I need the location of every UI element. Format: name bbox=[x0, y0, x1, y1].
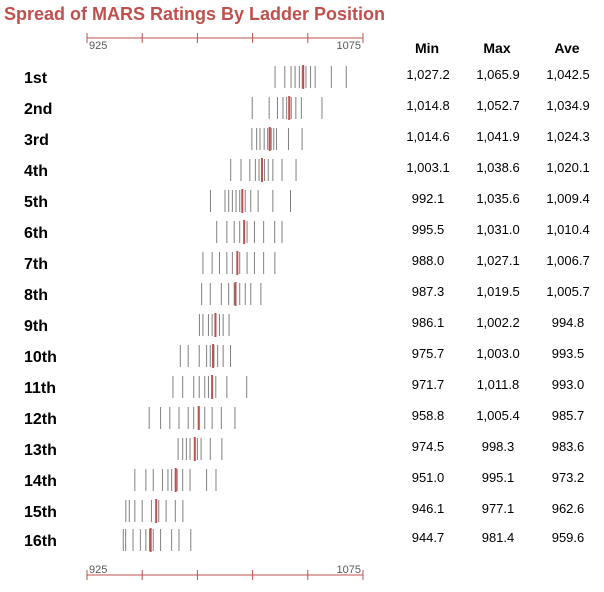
cell-ave: 1,034.9 bbox=[546, 98, 590, 113]
header-ave: Ave bbox=[554, 40, 580, 56]
cell-max: 1,027.1 bbox=[476, 253, 520, 268]
cell-max: 1,065.9 bbox=[476, 67, 520, 82]
cell-ave: 1,020.1 bbox=[546, 160, 590, 175]
rank-label: 5th bbox=[24, 194, 48, 211]
rank-label: 1st bbox=[24, 70, 48, 87]
cell-min: 958.8 bbox=[411, 408, 445, 423]
cell-min: 986.1 bbox=[411, 315, 445, 330]
cell-min: 988.0 bbox=[411, 253, 445, 268]
cell-min: 987.3 bbox=[411, 284, 445, 299]
cell-max: 1,041.9 bbox=[476, 129, 520, 144]
cell-max: 995.1 bbox=[481, 470, 515, 485]
rank-label: 3rd bbox=[24, 132, 49, 149]
rank-labels: 1st 2nd 3rd 4th 5th 6th 7th 8th 9th 10th 11th 12th 1… bbox=[24, 70, 57, 550]
cell-ave: 1,010.4 bbox=[546, 222, 590, 237]
strip-chart: 925 1075 925 1075 1st 2nd 3rd 4th 5th 6th 7th 8th 9… bbox=[24, 33, 364, 580]
cell-max: 1,031.0 bbox=[476, 222, 520, 237]
rank-label: 11th bbox=[24, 380, 56, 397]
cell-min: 1,003.1 bbox=[406, 160, 450, 175]
x-tick-label-max-bottom: 1075 bbox=[337, 564, 361, 576]
cell-ave: 985.7 bbox=[551, 408, 585, 423]
rank-label: 7th bbox=[24, 256, 48, 273]
cell-min: 946.1 bbox=[411, 501, 445, 516]
rank-label: 15th bbox=[24, 504, 57, 521]
cell-ave: 993.0 bbox=[551, 377, 585, 392]
cell-min: 1,014.8 bbox=[406, 98, 450, 113]
cell-min: 975.7 bbox=[411, 346, 445, 361]
axes: 925 1075 925 1075 bbox=[86, 33, 364, 580]
cell-min: 971.7 bbox=[411, 377, 445, 392]
rank-label: 13th bbox=[24, 442, 57, 459]
cell-max: 981.4 bbox=[481, 530, 515, 545]
rank-label: 8th bbox=[24, 287, 48, 304]
cell-min: 974.5 bbox=[411, 439, 445, 454]
cell-ave: 1,009.4 bbox=[546, 191, 590, 206]
cell-max: 998.3 bbox=[481, 439, 515, 454]
header-min: Min bbox=[414, 40, 440, 56]
cell-max: 1,019.5 bbox=[476, 284, 520, 299]
cell-max: 1,003.0 bbox=[476, 346, 520, 361]
cell-ave: 993.5 bbox=[551, 346, 585, 361]
cell-ave: 1,024.3 bbox=[546, 129, 590, 144]
cell-max: 1,038.6 bbox=[476, 160, 520, 175]
cell-min: 1,027.2 bbox=[406, 67, 450, 82]
cell-ave: 962.6 bbox=[551, 501, 585, 516]
cell-max: 1,052.7 bbox=[476, 98, 520, 113]
cell-min: 995.5 bbox=[411, 222, 445, 237]
x-tick-label-min-bottom: 925 bbox=[89, 564, 107, 576]
cell-ave: 1,006.7 bbox=[546, 253, 590, 268]
rank-label: 9th bbox=[24, 318, 48, 335]
cell-ave: 983.6 bbox=[551, 439, 585, 454]
cell-min: 1,014.6 bbox=[406, 129, 450, 144]
rank-label: 14th bbox=[24, 473, 57, 490]
rank-label: 6th bbox=[24, 225, 48, 242]
cell-max: 1,035.6 bbox=[476, 191, 520, 206]
cell-min: 992.1 bbox=[411, 191, 445, 206]
cell-ave: 1,005.7 bbox=[546, 284, 590, 299]
cell-ave: 1,042.5 bbox=[546, 67, 590, 82]
rank-label: 4th bbox=[24, 163, 48, 180]
rank-label: 2nd bbox=[24, 101, 52, 118]
cell-max: 1,011.8 bbox=[476, 377, 520, 392]
cell-max: 977.1 bbox=[481, 501, 515, 516]
header-max: Max bbox=[483, 40, 511, 56]
cell-min: 951.0 bbox=[411, 470, 445, 485]
rank-label: 12th bbox=[24, 411, 57, 428]
cell-min: 944.7 bbox=[411, 530, 445, 545]
cell-ave: 959.6 bbox=[551, 530, 585, 545]
cell-ave: 994.8 bbox=[551, 315, 585, 330]
chart-title: Spread of MARS Ratings By Ladder Positio… bbox=[4, 4, 386, 24]
cell-max: 1,005.4 bbox=[476, 408, 520, 423]
cell-max: 1,002.2 bbox=[476, 315, 520, 330]
rating-marks bbox=[122, 65, 347, 552]
rank-label: 10th bbox=[24, 349, 57, 366]
x-tick-label-max-top: 1075 bbox=[337, 40, 361, 52]
rank-label: 16th bbox=[24, 533, 57, 550]
x-tick-label-min-top: 925 bbox=[89, 40, 107, 52]
cell-ave: 973.2 bbox=[551, 470, 585, 485]
